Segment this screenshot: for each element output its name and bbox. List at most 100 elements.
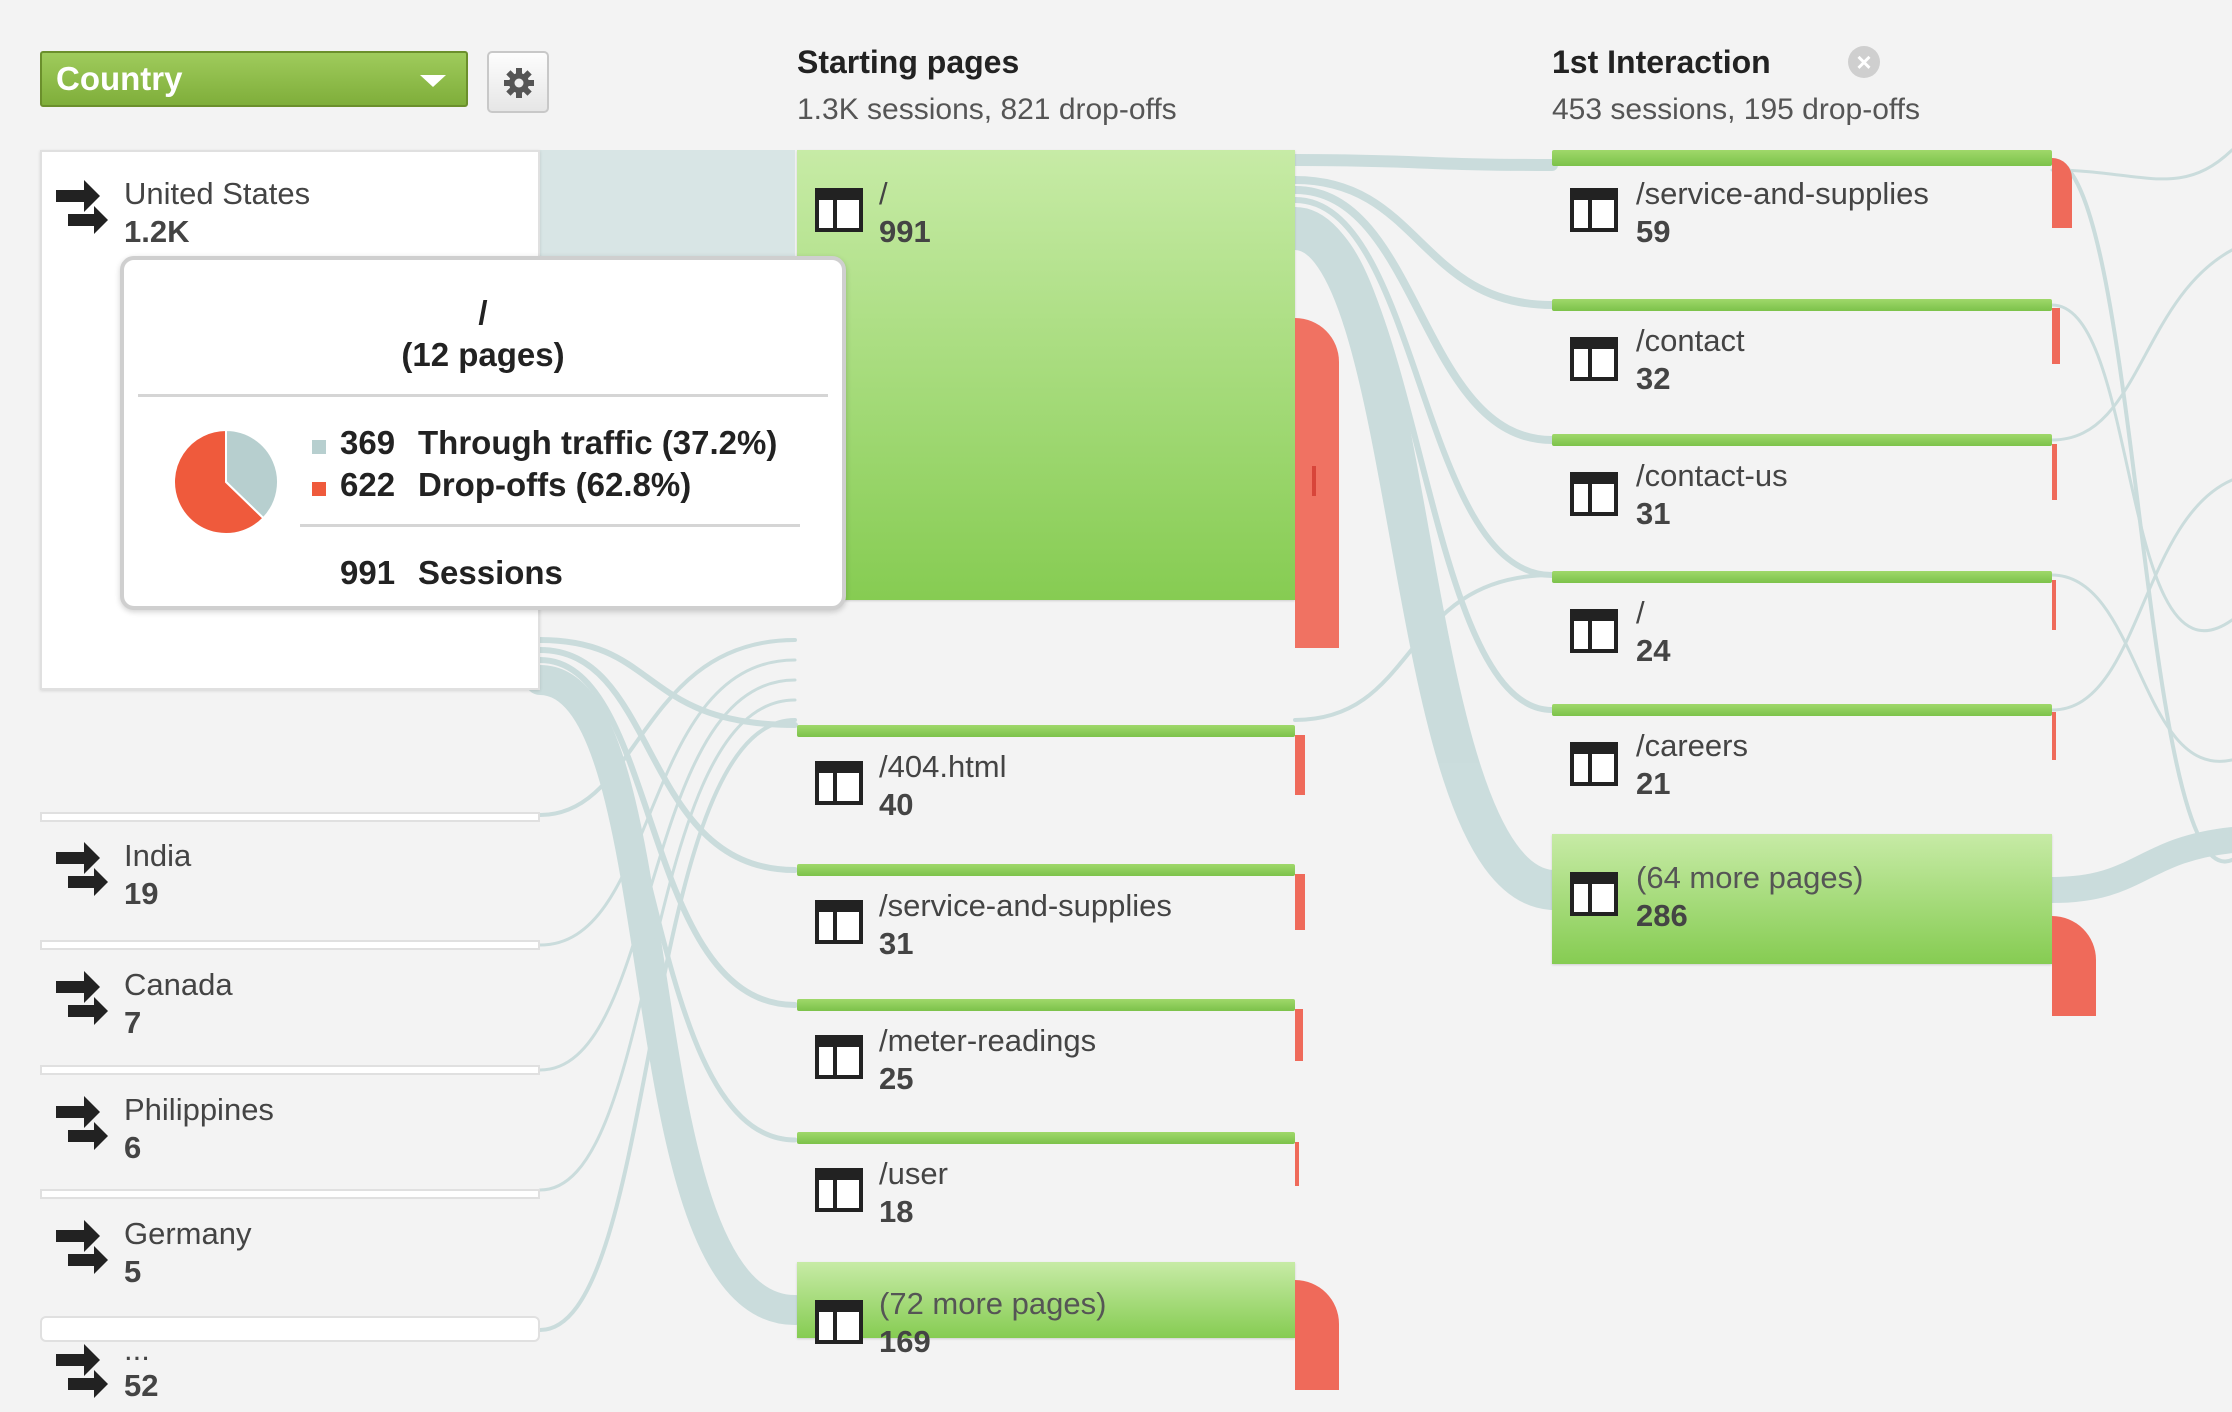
country-name: Philippines bbox=[124, 1092, 274, 1127]
gear-icon bbox=[504, 68, 534, 98]
tooltip-title: / bbox=[478, 294, 488, 331]
flow-out-top bbox=[2050, 148, 2232, 181]
page-value: 32 bbox=[1636, 361, 1671, 396]
country-node-bar[interactable] bbox=[40, 1189, 540, 1199]
down-arrow-icon bbox=[1312, 466, 1316, 496]
column-title: 1st Interaction bbox=[1552, 44, 1771, 80]
country-node-bar[interactable] bbox=[40, 940, 540, 950]
country-item[interactable]: Canada 7 bbox=[40, 967, 520, 1047]
interaction-node[interactable]: /contact-us 31 bbox=[1552, 434, 2052, 544]
page-value: 286 bbox=[1636, 898, 1688, 933]
country-node-bar[interactable] bbox=[40, 812, 540, 822]
flow-root-to-more bbox=[1275, 210, 1572, 910]
dropoff-bar[interactable] bbox=[2052, 444, 2057, 500]
node-fill bbox=[797, 150, 1295, 600]
country-node-bar[interactable] bbox=[40, 1065, 540, 1075]
page-name: / bbox=[1636, 595, 1645, 630]
flow-root-to-contact bbox=[1291, 176, 1556, 309]
country-value: 5 bbox=[124, 1254, 142, 1289]
dimension-select-value: Country bbox=[56, 60, 183, 97]
tooltip-divider bbox=[300, 524, 800, 527]
interaction-node[interactable]: /careers 21 bbox=[1552, 704, 2052, 814]
dropoff-bar[interactable] bbox=[1295, 735, 1305, 795]
flow-other bbox=[538, 718, 797, 1332]
interaction-node[interactable]: / 24 bbox=[1552, 571, 2052, 681]
forward-arrows-icon bbox=[56, 1344, 108, 1398]
forward-arrows-icon bbox=[56, 1220, 108, 1274]
country-name: Canada bbox=[124, 967, 233, 1002]
node-fill bbox=[1552, 834, 2052, 964]
flow-us-to-more bbox=[525, 665, 810, 1325]
dropoff-bar[interactable] bbox=[2052, 158, 2072, 228]
dropoff-bar[interactable] bbox=[2052, 580, 2056, 630]
country-name: India bbox=[124, 838, 192, 873]
page-icon bbox=[1570, 337, 1618, 381]
page-value: 31 bbox=[1636, 496, 1671, 531]
flow-india bbox=[538, 638, 797, 817]
dropoff-bar[interactable] bbox=[1295, 1009, 1303, 1061]
country-item[interactable]: India 19 bbox=[40, 838, 520, 918]
dropoff-bar[interactable] bbox=[1295, 1142, 1299, 1186]
through-traffic-label: Through traffic (37.2%) bbox=[418, 424, 778, 461]
country-value: 6 bbox=[124, 1130, 142, 1165]
node-bar bbox=[797, 864, 1295, 876]
dropoff-value: 622 bbox=[340, 466, 396, 503]
flow-out-1 bbox=[2050, 158, 2232, 864]
interaction-node-more[interactable]: (64 more pages) 286 bbox=[1552, 834, 2052, 964]
country-name: United States bbox=[124, 176, 311, 211]
page-value: 24 bbox=[1636, 633, 1671, 668]
country-item[interactable]: Germany 5 bbox=[40, 1216, 520, 1296]
page-node[interactable]: /service-and-supplies 31 bbox=[797, 864, 1295, 974]
page-node-more[interactable]: (72 more pages) 169 bbox=[797, 1262, 1295, 1359]
page-value: 40 bbox=[879, 787, 914, 822]
dropoff-bar[interactable] bbox=[1295, 318, 1339, 648]
country-node-bar[interactable] bbox=[40, 1316, 540, 1342]
dropoff-bar[interactable] bbox=[2052, 308, 2060, 364]
page-icon bbox=[1570, 609, 1618, 653]
close-icon[interactable]: × bbox=[1848, 46, 1880, 78]
page-icon bbox=[815, 188, 863, 232]
tooltip-divider bbox=[138, 394, 828, 397]
page-value: 31 bbox=[879, 926, 914, 961]
dropoff-legend-swatch bbox=[312, 482, 326, 496]
page-node-root[interactable]: / 991 bbox=[797, 150, 1295, 600]
node-bar bbox=[797, 725, 1295, 737]
forward-arrows-icon bbox=[56, 180, 108, 234]
dropoff-bar[interactable] bbox=[1295, 874, 1305, 930]
dimension-select[interactable]: Country bbox=[40, 51, 468, 107]
country-value: 1.2K bbox=[124, 214, 190, 249]
interaction-node[interactable]: /service-and-supplies 59 bbox=[1552, 150, 2052, 260]
dropoff-bar[interactable] bbox=[2052, 712, 2056, 760]
page-node[interactable]: /404.html 40 bbox=[797, 725, 1295, 835]
node-bar bbox=[1552, 150, 2052, 166]
tooltip-subtitle: (12 pages) bbox=[401, 336, 565, 373]
node-bar bbox=[797, 1132, 1295, 1144]
page-value: 25 bbox=[879, 1061, 914, 1096]
node-bar bbox=[797, 999, 1295, 1011]
through-traffic-value: 369 bbox=[340, 424, 396, 461]
flow-us-to-404 bbox=[537, 637, 798, 728]
page-value: 991 bbox=[879, 214, 931, 249]
country-value: 52 bbox=[124, 1368, 159, 1400]
page-icon bbox=[1570, 188, 1618, 232]
node-bar bbox=[1552, 434, 2052, 446]
sessions-value: 991 bbox=[340, 554, 396, 591]
flow-root-to-service bbox=[1289, 154, 1558, 171]
flow-us-to-meter bbox=[537, 657, 798, 1008]
flow-canada bbox=[538, 658, 797, 947]
page-name: (72 more pages) bbox=[879, 1286, 1107, 1321]
settings-button[interactable] bbox=[487, 51, 549, 113]
page-name: /meter-readings bbox=[879, 1023, 1097, 1058]
country-item[interactable]: Philippines 6 bbox=[40, 1092, 520, 1172]
page-value: 18 bbox=[879, 1194, 914, 1229]
page-node[interactable]: /user 18 bbox=[797, 1132, 1295, 1242]
dropoff-label: Drop-offs (62.8%) bbox=[418, 466, 692, 503]
page-name: /404.html bbox=[879, 749, 1007, 784]
country-item[interactable]: ... 52 bbox=[40, 1340, 520, 1400]
interaction-node[interactable]: /contact 32 bbox=[1552, 299, 2052, 409]
node-bar bbox=[1552, 704, 2052, 716]
page-icon bbox=[1570, 872, 1618, 916]
page-node[interactable]: /meter-readings 25 bbox=[797, 999, 1295, 1109]
tooltip-pie-chart bbox=[173, 428, 279, 535]
country-item[interactable]: United States 1.2K bbox=[40, 176, 520, 256]
